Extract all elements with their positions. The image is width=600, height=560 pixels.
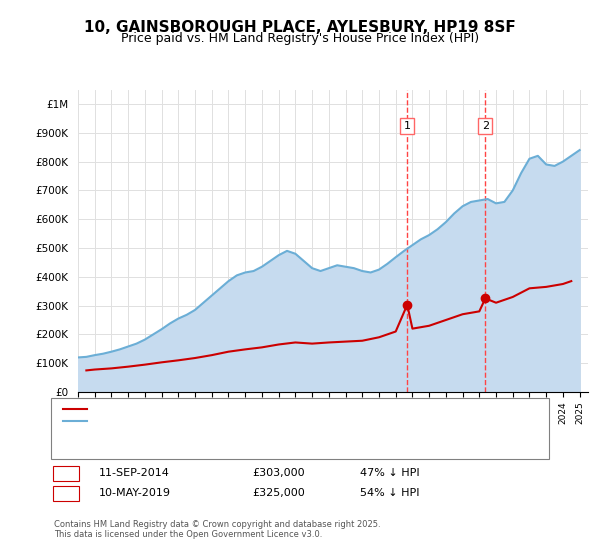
Text: Price paid vs. HM Land Registry's House Price Index (HPI): Price paid vs. HM Land Registry's House … — [121, 32, 479, 45]
Text: £303,000: £303,000 — [252, 468, 305, 478]
Text: 1: 1 — [404, 121, 411, 131]
Text: 10, GAINSBOROUGH PLACE, AYLESBURY, HP19 8SF: 10, GAINSBOROUGH PLACE, AYLESBURY, HP19 … — [84, 20, 516, 35]
Text: £325,000: £325,000 — [252, 488, 305, 498]
Text: HPI: Average price, detached house, Buckinghamshire: HPI: Average price, detached house, Buck… — [93, 416, 364, 426]
Text: Contains HM Land Registry data © Crown copyright and database right 2025.
This d: Contains HM Land Registry data © Crown c… — [54, 520, 380, 539]
Text: 54% ↓ HPI: 54% ↓ HPI — [360, 488, 419, 498]
Text: 10-MAY-2019: 10-MAY-2019 — [99, 488, 171, 498]
Text: 2: 2 — [482, 121, 489, 131]
Text: 47% ↓ HPI: 47% ↓ HPI — [360, 468, 419, 478]
Text: 10, GAINSBOROUGH PLACE, AYLESBURY, HP19 8SF (detached house): 10, GAINSBOROUGH PLACE, AYLESBURY, HP19 … — [93, 404, 437, 414]
Text: 1: 1 — [62, 468, 70, 478]
Text: 11-SEP-2014: 11-SEP-2014 — [99, 468, 170, 478]
Text: 2: 2 — [62, 488, 70, 498]
